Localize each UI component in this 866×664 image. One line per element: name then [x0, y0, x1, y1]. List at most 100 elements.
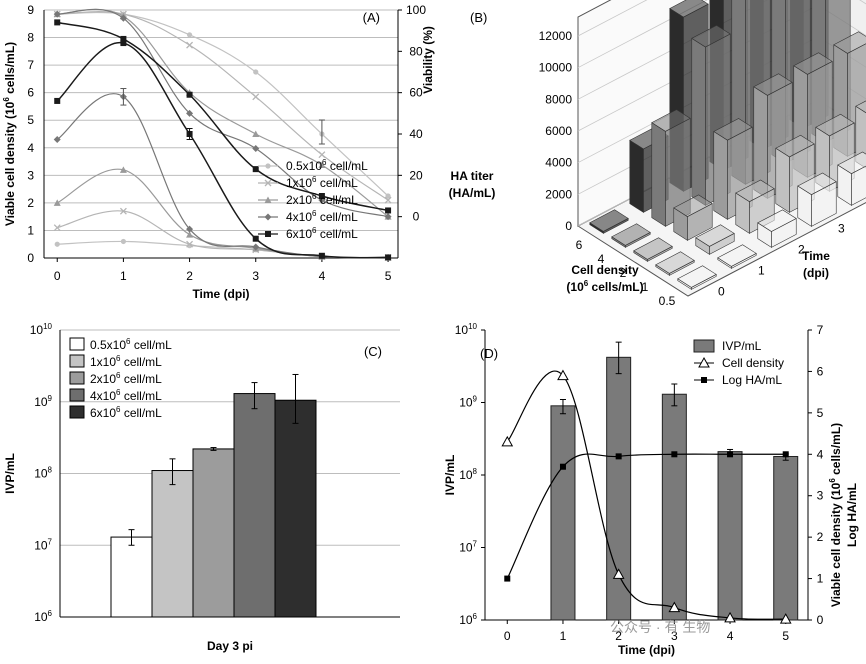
bar-top-face	[677, 265, 717, 288]
bar-front-face	[775, 147, 790, 213]
marker-stroke	[186, 41, 194, 49]
bar	[661, 393, 687, 621]
density-tick-label: 0.5	[659, 294, 676, 308]
bar-top-face	[589, 209, 629, 232]
x-axis-title: Day 3 pi	[207, 639, 253, 653]
bar	[717, 451, 743, 621]
z-tick-label: 10000	[539, 61, 573, 75]
y2-tick-label: 60	[409, 86, 423, 100]
y-tick-label: 107	[459, 540, 477, 555]
y-tick-label: 1010	[455, 322, 478, 337]
y2-tick-label: 20	[409, 168, 423, 182]
error-bar	[210, 447, 217, 451]
bar-top-face	[695, 224, 735, 247]
legend-label: 4x106 cell/mL	[90, 388, 162, 403]
data-point	[186, 231, 194, 238]
data-point	[120, 238, 127, 245]
z-tick-label: 0	[565, 219, 572, 233]
data-point	[318, 252, 325, 259]
y2-tick-label: 0	[817, 613, 824, 627]
data-point	[318, 193, 325, 199]
bar	[274, 399, 317, 618]
marker-stroke	[264, 179, 272, 187]
y-tick-label: 108	[34, 466, 52, 481]
bar-top-face	[717, 244, 757, 267]
data-point	[53, 136, 61, 144]
legend-marker	[698, 356, 710, 368]
y2-tick-label: 100	[406, 3, 426, 17]
data-point	[119, 207, 127, 215]
bar-top-face	[691, 24, 731, 48]
density-tick-label: 1	[642, 280, 649, 294]
series-line	[57, 8, 389, 218]
legend-marker	[701, 377, 707, 383]
data-point	[186, 32, 193, 38]
panel-b-3d-bar-chart: 02000400060008000100001200064210.5012345…	[440, 0, 866, 310]
y-tick-label: 106	[459, 612, 477, 627]
y-tick-label: 8	[27, 31, 34, 45]
panel-c-svg: 106 107 108 109 1010 Day 3 pi IVP/mL (C) 0.5x106…	[3, 322, 400, 653]
data-point	[671, 451, 678, 458]
watermark: 公众号 · 有 生物	[610, 619, 710, 635]
marker-stroke	[53, 224, 61, 232]
y2-tick-label: 80	[409, 44, 423, 58]
bar-top-face	[655, 251, 695, 274]
x-tick-label: 5	[782, 629, 789, 643]
legend-marker	[264, 213, 272, 221]
y2-tick-label: 40	[409, 127, 423, 141]
legend-label: 1x106 cell/mL	[286, 175, 358, 190]
data-point	[385, 207, 392, 214]
marker-stroke	[384, 196, 392, 204]
panel-tag: (C)	[364, 344, 382, 359]
bar-top-face	[735, 179, 775, 203]
time-axis-title: Time	[802, 249, 830, 263]
density-tick-label: 6	[576, 238, 583, 252]
error-bar	[318, 119, 325, 145]
panel-b-svg: 02000400060008000100001200064210.5012345…	[449, 0, 866, 308]
legend-label: 1x106 cell/mL	[90, 354, 162, 369]
bar-3d	[633, 237, 673, 262]
bar	[233, 393, 276, 618]
data-point	[779, 613, 792, 624]
data-point	[724, 611, 736, 623]
y2-tick-label: 2	[817, 530, 824, 544]
x-tick-label: 4	[319, 269, 326, 283]
legend-marker	[264, 196, 272, 203]
data-point	[120, 35, 127, 42]
bar	[192, 448, 235, 618]
y2-tick-label: 6	[817, 364, 824, 378]
legend-swatch	[69, 337, 85, 351]
x-tick-label: 2	[615, 629, 622, 643]
data-point	[252, 243, 260, 251]
bar-3d	[775, 134, 815, 213]
y2-axis-title: Log HA/mL	[845, 483, 859, 547]
y-tick-label: 6	[27, 86, 34, 100]
y2-tick-label: 1	[817, 572, 824, 586]
bar-top-face	[793, 52, 833, 75]
bar	[151, 470, 194, 618]
panel-a-svg: 0 1 2 3 4 5 6 7 8 9 0 20 40 60 80 100 0 1 2 3 4 5 Time (dpi) Vi…	[2, 3, 435, 301]
x-tick-label: 5	[385, 269, 392, 283]
series-line	[506, 370, 786, 620]
data-point	[252, 130, 260, 137]
bar	[110, 536, 153, 618]
y-tick-label: 1010	[30, 322, 53, 337]
x-tick-label: 1	[120, 269, 127, 283]
bar-top-face	[633, 237, 673, 260]
error-bar	[128, 529, 135, 546]
y-axis-title: IVP/mL	[443, 455, 457, 496]
y-tick-label: 3	[27, 168, 34, 182]
data-point	[54, 97, 61, 104]
data-point	[120, 40, 127, 47]
y-tick-label: 107	[34, 537, 52, 552]
panel-tag: (B)	[470, 10, 487, 25]
data-point	[504, 575, 511, 582]
error-bar	[251, 382, 258, 410]
bar-top-face	[713, 118, 753, 141]
bar-top-face	[833, 31, 866, 54]
bar-top-face	[673, 194, 713, 217]
z-tick-label: 2000	[545, 187, 572, 201]
panel-tag: (A)	[363, 10, 380, 25]
error-bar	[615, 341, 622, 375]
data-point	[54, 19, 61, 26]
